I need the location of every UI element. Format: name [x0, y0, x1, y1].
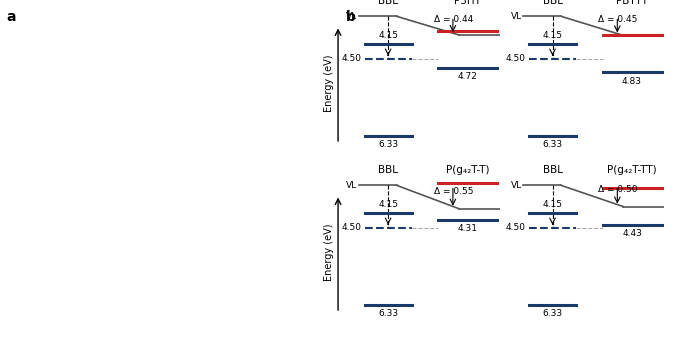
Text: 6.33: 6.33 — [543, 309, 562, 318]
Text: BBL: BBL — [378, 0, 398, 6]
Text: 4.15: 4.15 — [543, 200, 562, 209]
Text: BBL: BBL — [543, 0, 562, 6]
Text: Δ = 0.44: Δ = 0.44 — [434, 15, 473, 24]
Text: VL: VL — [346, 181, 357, 190]
Text: 4.15: 4.15 — [378, 200, 398, 209]
Text: 4.50: 4.50 — [342, 223, 362, 232]
Text: 6.33: 6.33 — [543, 140, 562, 149]
Text: PBTTT: PBTTT — [616, 0, 648, 6]
Text: a: a — [7, 10, 16, 24]
Text: Δ = 0.55: Δ = 0.55 — [434, 187, 473, 196]
Text: 4.72: 4.72 — [458, 72, 477, 81]
Text: VL: VL — [346, 12, 357, 21]
Text: 4.31: 4.31 — [458, 224, 477, 233]
Text: P(g₄₂T-TT): P(g₄₂T-TT) — [607, 165, 657, 175]
Text: 4.43: 4.43 — [622, 229, 642, 238]
Text: 4.15: 4.15 — [543, 31, 562, 40]
Text: 6.33: 6.33 — [378, 309, 398, 318]
Text: Energy (eV): Energy (eV) — [324, 55, 334, 112]
Text: BBL: BBL — [543, 165, 562, 175]
Text: 4.50: 4.50 — [506, 54, 526, 63]
Text: P(g₄₂T-T): P(g₄₂T-T) — [446, 165, 489, 175]
Text: Δ = 0.50: Δ = 0.50 — [598, 186, 638, 195]
Text: Δ = 0.45: Δ = 0.45 — [598, 16, 638, 24]
Text: VL: VL — [510, 181, 521, 190]
Text: 4.83: 4.83 — [622, 77, 642, 86]
Text: Energy (eV): Energy (eV) — [324, 224, 334, 281]
Text: 4.15: 4.15 — [378, 31, 398, 40]
Text: 6.33: 6.33 — [378, 140, 398, 149]
Text: VL: VL — [510, 12, 521, 21]
Text: b: b — [346, 10, 356, 24]
Text: 4.50: 4.50 — [506, 223, 526, 232]
Text: BBL: BBL — [378, 165, 398, 175]
Text: 4.50: 4.50 — [342, 54, 362, 63]
Text: P3HT: P3HT — [454, 0, 481, 6]
